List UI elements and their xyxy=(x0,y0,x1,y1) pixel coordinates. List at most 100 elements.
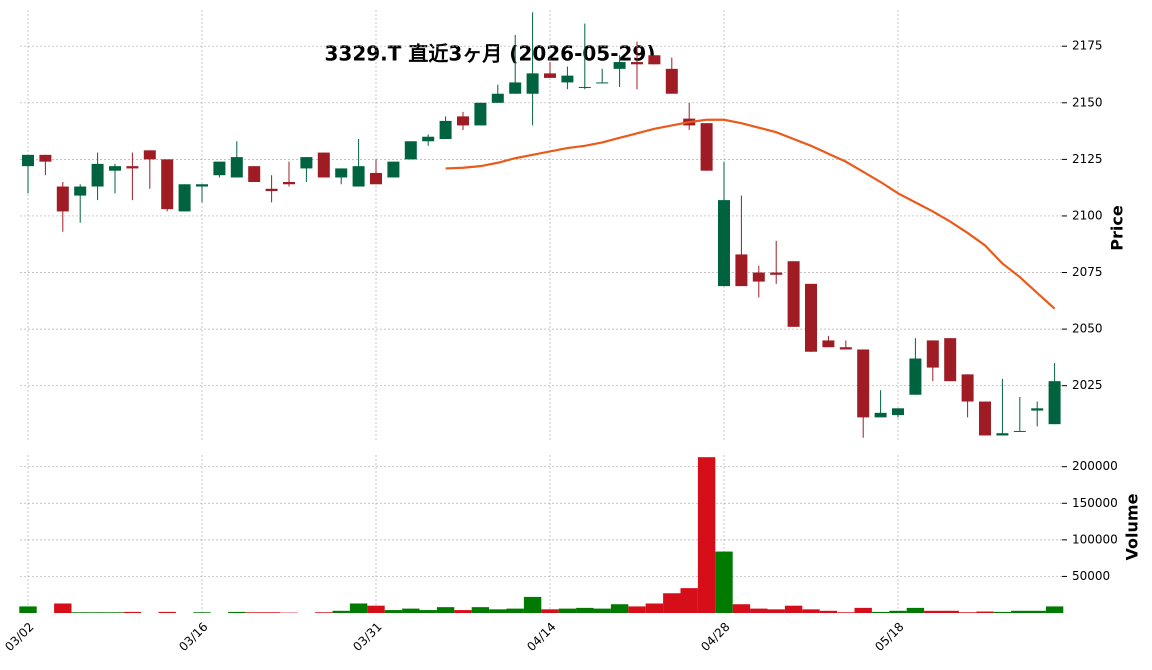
y-axis-label: Price xyxy=(1108,205,1127,251)
volume-bar xyxy=(889,610,907,613)
volume-bar xyxy=(349,603,368,613)
candle-body xyxy=(561,75,574,83)
candle-body xyxy=(787,261,800,327)
candle-body xyxy=(926,340,939,368)
y-tick-label: 2025 xyxy=(1072,378,1103,392)
volume-bar xyxy=(958,612,977,613)
candle-body xyxy=(752,272,765,282)
volume-bar xyxy=(680,588,698,613)
candle-body xyxy=(491,93,504,103)
volume-bar xyxy=(610,604,629,613)
x-tick-label: 03/02 xyxy=(2,620,36,654)
x-tick-label: 03/16 xyxy=(176,620,210,654)
candle-body xyxy=(126,166,139,169)
volume-bar xyxy=(697,457,716,613)
volume-bar xyxy=(767,609,785,613)
volume-bar xyxy=(576,607,594,613)
candle-body xyxy=(526,73,539,94)
candle-body xyxy=(909,358,922,395)
volume-bar xyxy=(54,603,72,613)
volume-bar xyxy=(402,608,420,613)
candle-body xyxy=(509,82,522,94)
volume-axis-label: Volume xyxy=(1123,493,1142,560)
x-tick-label: 03/31 xyxy=(350,620,384,654)
volume-bar xyxy=(1011,610,1029,613)
volume-bar xyxy=(419,610,437,613)
volume-tick-label: 100000 xyxy=(1072,532,1118,546)
candle-body xyxy=(265,188,278,192)
candle-body xyxy=(474,102,487,126)
volume-bar xyxy=(88,612,107,613)
volume-bar xyxy=(471,607,490,613)
volume-bar xyxy=(332,610,350,613)
candle-body xyxy=(387,161,400,178)
candle-body xyxy=(213,161,226,176)
y-tick-label: 2100 xyxy=(1072,208,1103,222)
volume-bar xyxy=(819,610,838,613)
volume-bar xyxy=(628,606,646,613)
x-tick-label: 05/18 xyxy=(872,620,906,654)
volume-bar xyxy=(193,612,211,613)
candle-body xyxy=(700,123,713,171)
y-tick-label: 2150 xyxy=(1072,95,1103,109)
volume-tick-label: 50000 xyxy=(1072,569,1110,583)
candle-body xyxy=(283,182,295,185)
volume-bar xyxy=(489,609,507,613)
volume-bar xyxy=(523,596,542,613)
y-tick-label: 2050 xyxy=(1072,322,1103,336)
volume-bar xyxy=(837,612,855,613)
candle-body xyxy=(1031,408,1044,411)
volume-bar xyxy=(732,604,751,613)
candle-body xyxy=(439,120,452,139)
candle-body xyxy=(352,166,365,187)
moving-average xyxy=(445,118,1056,310)
candle-body xyxy=(178,184,191,212)
volume-bar xyxy=(1045,606,1064,613)
volume-bar xyxy=(715,551,733,613)
candle-body xyxy=(109,166,121,171)
volume-bar xyxy=(593,608,611,613)
volume-bar xyxy=(784,605,803,613)
volume-bar xyxy=(976,611,994,613)
volume-bar xyxy=(245,612,263,613)
candle-body xyxy=(196,184,208,187)
candle-body xyxy=(22,154,34,167)
volume-bar xyxy=(315,612,333,613)
candle-body xyxy=(457,116,469,126)
volume-tick-label: 150000 xyxy=(1072,496,1118,510)
candle-body xyxy=(335,168,348,178)
candle-body xyxy=(648,55,661,65)
candle-body xyxy=(979,401,991,436)
candle-body xyxy=(248,166,261,182)
candle-body xyxy=(317,152,330,178)
candle-body xyxy=(300,157,313,169)
volume-bar xyxy=(993,611,1012,613)
candle-body xyxy=(161,159,174,210)
candle-body xyxy=(596,82,609,84)
volume-bar xyxy=(663,593,681,613)
volume-bar xyxy=(506,608,524,613)
volume-bar xyxy=(367,605,385,613)
volume-bar xyxy=(541,609,559,613)
volume-bar xyxy=(1028,610,1046,613)
candle-body xyxy=(1013,430,1026,432)
volume-bar xyxy=(924,610,942,613)
candle-body xyxy=(961,374,974,402)
volume-bar xyxy=(906,607,925,613)
volume-bar xyxy=(384,610,403,613)
candle-body xyxy=(56,186,69,212)
candle-body xyxy=(404,141,417,160)
volume-bar xyxy=(941,610,959,613)
candle-body xyxy=(631,62,643,65)
volume-bar xyxy=(228,611,246,613)
y-tick-label: 2075 xyxy=(1072,265,1103,279)
candle-body xyxy=(822,340,835,348)
candle-body xyxy=(770,272,783,275)
volume-bar xyxy=(123,611,142,613)
candle-body xyxy=(839,347,852,350)
candle-body xyxy=(613,62,626,69)
candle-body xyxy=(805,283,817,352)
volume-tick-label: 200000 xyxy=(1072,459,1118,473)
candle-body xyxy=(578,86,591,88)
